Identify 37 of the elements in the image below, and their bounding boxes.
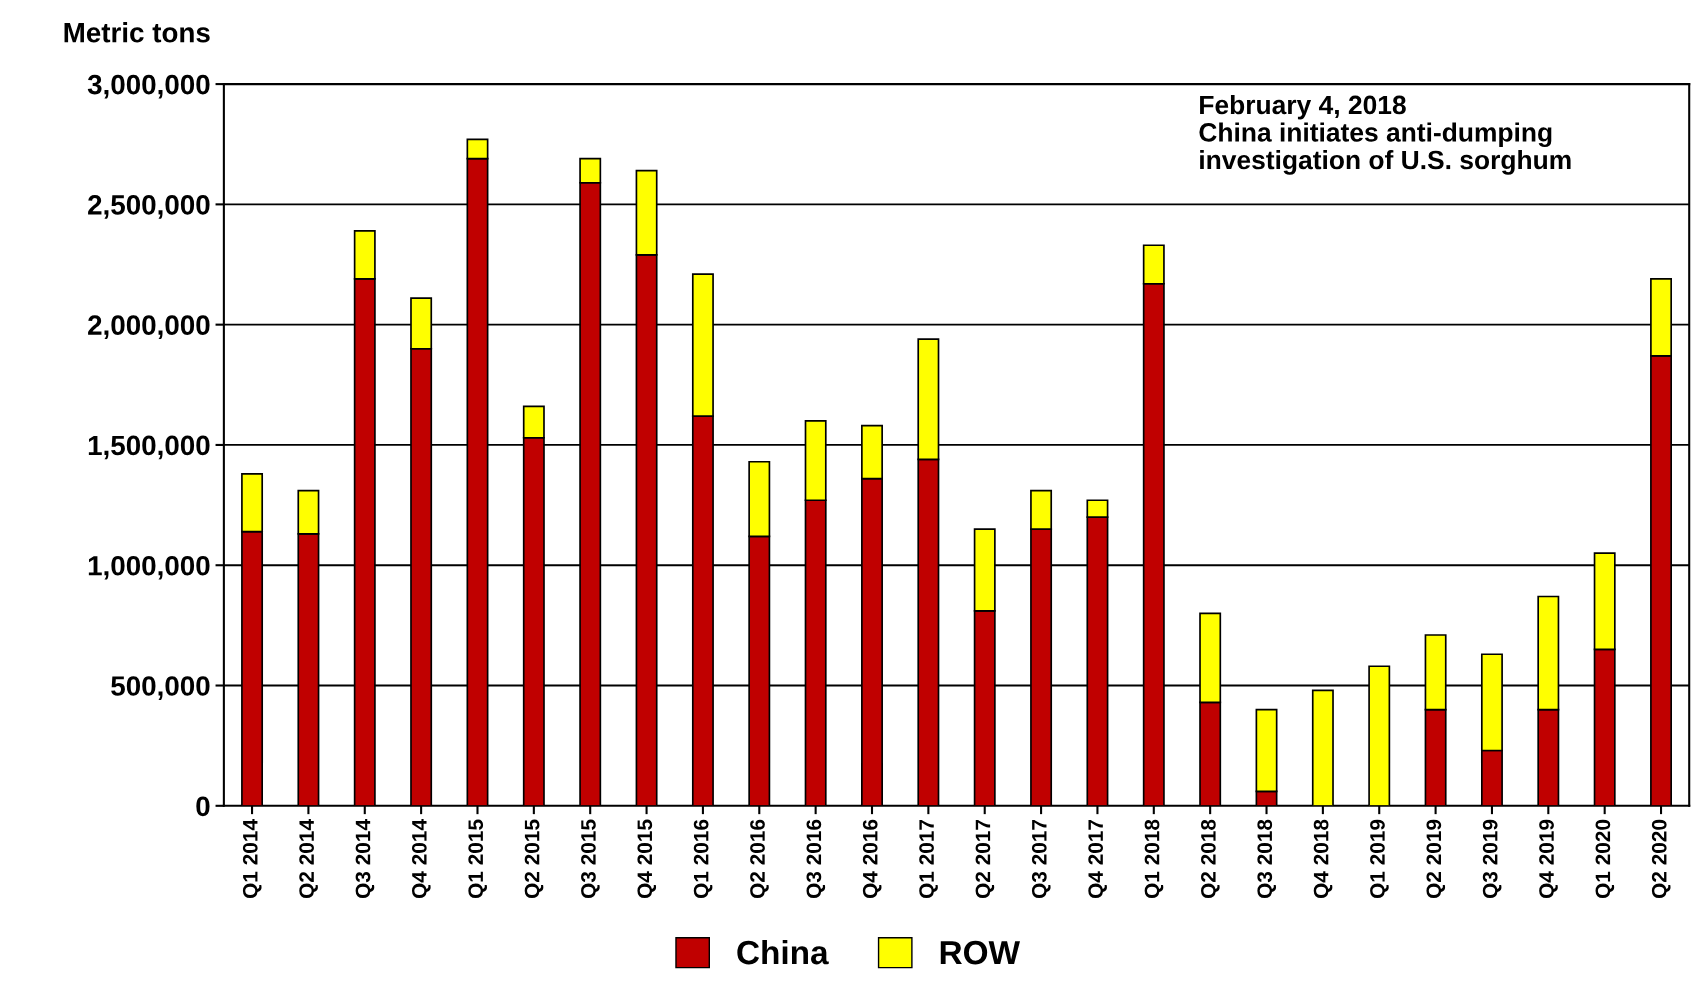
x-tick-label: Q4 2016	[862, 819, 882, 899]
y-tick-label: 3,000,000	[87, 74, 210, 99]
y-tick-label: 2,000,000	[88, 315, 210, 340]
x-tick-label: Q4 2017	[1088, 819, 1107, 899]
x-tick-label: Q4 2015	[637, 819, 657, 899]
x-tick-label: Q3 2019	[1482, 819, 1502, 899]
y-tick-label: 500,000	[111, 676, 210, 700]
y-tick-label: 0	[196, 796, 210, 817]
x-tick-label: Q1 2019	[1370, 819, 1389, 899]
x-tick-label: Q2 2017	[975, 819, 995, 899]
x-tick-label: Q1 2018	[1144, 819, 1164, 899]
x-tick-label: Q3 2018	[1257, 819, 1277, 899]
x-tick-label: Q3 2017	[1031, 819, 1051, 899]
x-tick-label: Q1 2015	[468, 819, 487, 899]
x-tick-label: Q1 2020	[1595, 819, 1615, 899]
y-tick-label: 1,500,000	[88, 435, 210, 460]
y-tick-label: 1,000,000	[88, 555, 210, 580]
annotation: February 4, 2018 China initiates anti-dumping investigation of U.S. sorghum	[1199, 94, 1571, 175]
x-tick-label: Q2 2016	[750, 819, 769, 899]
x-tick-label: Q4 2019	[1539, 819, 1558, 899]
x-tick-label: Q4 2018	[1313, 819, 1333, 899]
x-tick-label: Q1 2016	[693, 819, 713, 899]
legend-label: China	[737, 939, 829, 965]
x-tick-label: Q2 2020	[1651, 819, 1671, 899]
x-tick-label: Q1 2014	[242, 819, 262, 899]
x-tick-label: Q1 2017	[919, 819, 938, 899]
x-tick-label: Q3 2016	[806, 819, 826, 899]
x-tick-label: Q2 2019	[1426, 819, 1446, 899]
y-axis-title: Metric tons	[64, 22, 210, 43]
x-tick-label: Q2 2018	[1201, 819, 1220, 899]
x-tick-label: Q4 2014	[411, 819, 431, 899]
y-tick-label: 2,500,000	[88, 195, 210, 219]
x-tick-label: Q3 2015	[581, 819, 600, 899]
legend-label: ROW	[940, 940, 1020, 965]
x-tick-label: Q3 2014	[355, 819, 375, 899]
x-tick-label: Q2 2015	[524, 819, 544, 899]
x-tick-label: Q2 2014	[299, 819, 318, 899]
